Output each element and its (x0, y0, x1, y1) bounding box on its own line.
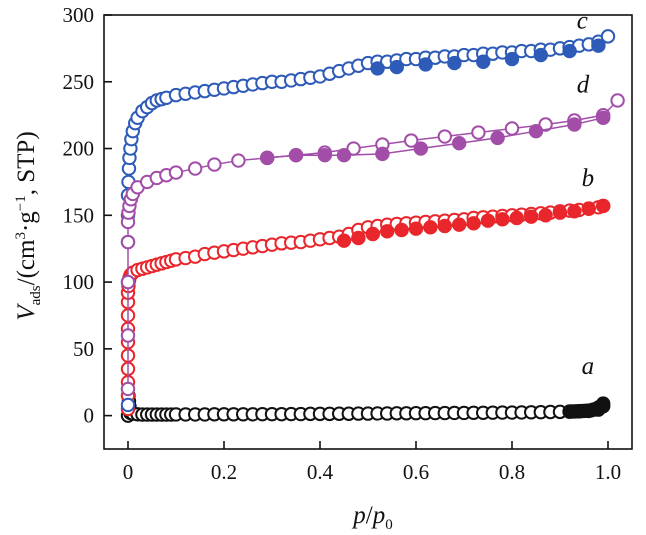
series-b-desorption-point (380, 224, 395, 239)
series-d-adsorption-point (538, 117, 553, 132)
series-d-adsorption-point (404, 133, 419, 148)
series-b-desorption-point (524, 209, 539, 224)
x-title-subscript: 0 (385, 517, 393, 533)
series-b-desorption-point (351, 230, 366, 246)
series-c (120, 29, 616, 413)
series-d-adsorption-point (120, 234, 136, 250)
series-b-desorption-point (552, 205, 568, 220)
series-c-desorption-point (370, 61, 385, 76)
series-b-desorption-point (365, 226, 380, 242)
series-label-a: a (582, 353, 595, 380)
series-b-desorption-point (336, 233, 352, 248)
x-tick-label: 0.4 (307, 460, 334, 484)
series-d-desorption-point (336, 148, 352, 163)
series-b-desorption-point (452, 217, 467, 232)
series-b-desorption-point (538, 208, 553, 223)
series-c-desorption-point (476, 54, 491, 69)
series-a-desorption-point (562, 404, 577, 419)
series-b (120, 198, 611, 417)
x-title-p: p (351, 502, 366, 529)
series-d-adsorption-point (610, 93, 625, 108)
series-b-desorption-point (466, 216, 481, 231)
series-d-desorption-point (317, 148, 332, 163)
y-title-sup-minus1: −1 (13, 195, 29, 211)
series-d-adsorption-point (471, 125, 486, 140)
series-d-adsorption-point (504, 121, 520, 136)
labels-layer: a b c d (577, 7, 594, 380)
x-tick-label: 0.2 (211, 460, 237, 484)
series-d-adsorption-point (207, 157, 222, 172)
y-title-v: V (13, 303, 40, 321)
series-d (120, 93, 625, 397)
series-d-desorption-point (528, 123, 544, 139)
plot-frame (103, 14, 633, 450)
series-c-desorption-point (562, 43, 577, 59)
x-axis-title: p/p0 (351, 502, 392, 533)
series-b-desorption-point (495, 212, 510, 227)
y-tick-label: 100 (63, 270, 95, 294)
y-tick-label: 50 (73, 337, 94, 361)
series-b-desorption-point (423, 220, 438, 235)
y-title-subscript: ads (28, 285, 44, 305)
series-layer (120, 29, 625, 423)
y-title-sup3: 3 (13, 232, 29, 240)
series-c-desorption-point (418, 57, 433, 72)
series-c-desorption-point (504, 51, 520, 67)
ticks-layer: 0 0.2 0.4 0.6 0.8 1.0 0 50 100 150 200 250 300 (63, 3, 622, 484)
x-title-slash: / (366, 502, 373, 529)
series-b-desorption-point (480, 213, 496, 228)
y-title-unit-open: /(cm (13, 239, 40, 285)
series-d-desorption-point (567, 117, 582, 132)
series-c-desorption-point (389, 59, 404, 75)
y-tick-label: 250 (63, 70, 95, 94)
y-tick-label: 150 (63, 203, 95, 227)
x-title-p0: p (371, 502, 386, 529)
axes-layer: 0 0.2 0.4 0.6 0.8 1.0 0 50 100 150 200 250 300 (63, 3, 633, 484)
series-label-d: d (577, 71, 590, 98)
series-label-c: c (577, 7, 588, 34)
series-d-desorption-point (452, 135, 467, 151)
series-d-adsorption-point (120, 381, 136, 397)
series-d-adsorption-point (437, 129, 452, 144)
y-tick-label: 200 (63, 137, 95, 161)
series-c-desorption-point (533, 47, 548, 63)
series-b-desorption-point (581, 201, 596, 216)
series-d-adsorption-point (120, 328, 136, 343)
x-tick-label: 1.0 (595, 460, 621, 484)
series-b-desorption-point (408, 221, 424, 236)
series-label-b: b (582, 165, 595, 192)
series-d-adsorption-point (231, 153, 246, 168)
series-b-desorption-point (596, 198, 611, 214)
x-tick-label: 0.6 (403, 460, 429, 484)
y-tick-label: 0 (84, 404, 95, 428)
series-d-desorption-point (288, 148, 304, 163)
series-b-desorption-point (509, 210, 524, 226)
x-tick-label: 0 (123, 460, 134, 484)
series-b-desorption-point (394, 222, 409, 238)
series-d-adsorption-point (188, 161, 203, 176)
y-title-unit-close: , STP) (13, 131, 40, 195)
series-d-desorption-point (413, 141, 428, 156)
series-b-desorption-point (567, 204, 582, 219)
series-d-desorption-point (596, 110, 611, 126)
series-c-adsorption-point (120, 397, 136, 413)
series-d-desorption-point (260, 150, 275, 166)
x-tick-label: 0.8 (499, 460, 525, 484)
series-d-adsorption-point (168, 165, 184, 180)
series-c-adsorption-point (600, 29, 616, 44)
y-tick-label: 300 (63, 3, 95, 27)
series-d-desorption-point (490, 130, 505, 146)
series-c-desorption-point (447, 55, 462, 71)
y-title-per-gram: ·g (13, 211, 40, 232)
series-c-desorption-point (591, 38, 606, 53)
series-d-desorption-point (375, 146, 390, 162)
series-b-desorption-point (437, 218, 452, 234)
series-d-adsorption-point (120, 274, 136, 290)
y-axis-title: Vads/(cm3·g−1, STP) (13, 131, 44, 320)
